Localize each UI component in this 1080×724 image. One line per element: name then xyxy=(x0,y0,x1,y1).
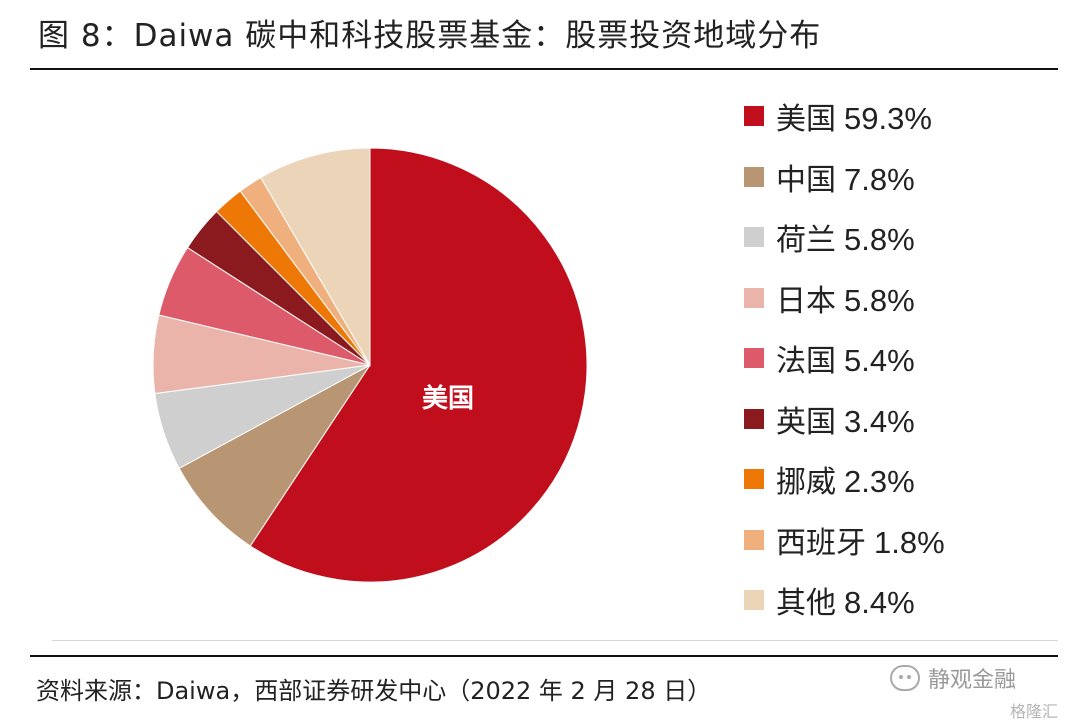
legend-percent: 59.3% xyxy=(844,101,932,136)
legend-item: 中国 7.8% xyxy=(744,155,915,199)
divider xyxy=(52,640,1058,641)
legend-item: 美国 59.3% xyxy=(744,94,932,138)
legend-country: 挪威 xyxy=(776,465,836,500)
wechat-icon xyxy=(890,665,920,691)
legend-label: 法国 5.4% xyxy=(776,336,915,380)
legend-percent: 3.4% xyxy=(844,403,915,439)
legend-item: 西班牙 1.8% xyxy=(744,518,945,562)
legend-item: 荷兰 5.8% xyxy=(744,215,915,259)
source-note: 资料来源：Daiwa，西部证券研发中心（2022 年 2 月 28 日） xyxy=(36,677,712,705)
legend-country: 英国 xyxy=(776,404,836,440)
pie-slice-1 xyxy=(178,364,371,547)
pie-slice-8 xyxy=(260,147,371,367)
legend-country: 中国 xyxy=(776,162,836,198)
legend-swatch xyxy=(744,590,764,610)
legend-item: 挪威 2.3% xyxy=(744,457,915,501)
legend-item: 日本 5.8% xyxy=(744,276,915,320)
legend-swatch xyxy=(744,106,764,126)
legend-item: 英国 3.4% xyxy=(744,397,915,441)
watermark: 静观金融 xyxy=(890,662,1016,694)
slice-label-usa: 美国 xyxy=(422,383,474,414)
pie-slice-0 xyxy=(249,147,588,583)
legend-country: 西班牙 xyxy=(776,525,866,561)
legend-label: 日本 5.8% xyxy=(776,276,915,320)
legend-label: 西班牙 1.8% xyxy=(776,518,945,562)
legend-country: 日本 xyxy=(776,283,836,319)
legend-label: 荷兰 5.8% xyxy=(776,215,915,259)
legend-percent: 5.8% xyxy=(844,282,915,318)
legend-country: 法国 xyxy=(776,344,836,379)
watermark-secondary: 格隆汇 xyxy=(1010,702,1059,721)
legend-percent: 1.8% xyxy=(874,524,945,560)
legend-label: 中国 7.8% xyxy=(776,155,915,199)
legend-swatch xyxy=(744,529,764,550)
legend-swatch xyxy=(744,166,764,187)
legend-swatch xyxy=(744,408,764,429)
legend-swatch xyxy=(744,227,764,247)
legend-swatch xyxy=(744,287,764,308)
legend-percent: 8.4% xyxy=(844,585,915,620)
legend-item: 其他 8.4% xyxy=(744,578,915,622)
legend-percent: 5.8% xyxy=(844,222,915,257)
legend-percent: 2.3% xyxy=(844,464,915,499)
legend-item: 法国 5.4% xyxy=(744,336,915,380)
legend-swatch xyxy=(744,469,764,489)
legend-swatch xyxy=(744,348,764,368)
legend-label: 挪威 2.3% xyxy=(776,457,915,501)
chart-title: 图 8：Daiwa 碳中和科技股票基金：股票投资地域分布 xyxy=(38,18,822,54)
legend-percent: 5.4% xyxy=(844,343,915,378)
watermark-text: 静观金融 xyxy=(928,668,1017,693)
legend-percent: 7.8% xyxy=(844,161,915,197)
top-rule xyxy=(30,68,1058,70)
legend-country: 美国 xyxy=(776,102,836,137)
legend-country: 荷兰 xyxy=(776,223,836,258)
legend-label: 美国 59.3% xyxy=(776,94,932,138)
legend-label: 其他 8.4% xyxy=(776,578,915,622)
legend-label: 英国 3.4% xyxy=(776,397,915,441)
bottom-rule xyxy=(30,655,1058,657)
legend-country: 其他 xyxy=(776,586,836,621)
